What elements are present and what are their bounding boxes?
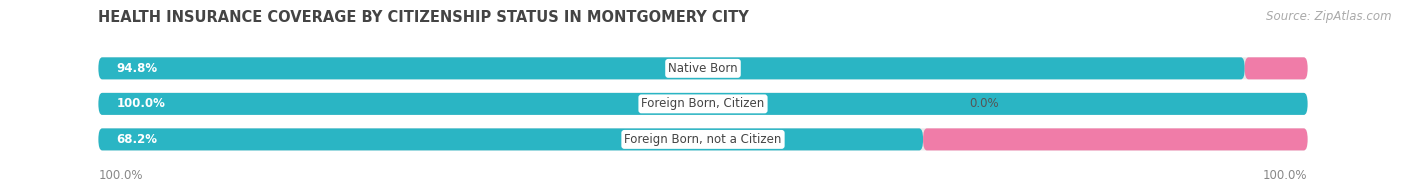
Text: 94.8%: 94.8%	[117, 62, 157, 75]
Text: 100.0%: 100.0%	[98, 169, 143, 181]
FancyBboxPatch shape	[98, 93, 1308, 115]
Text: Native Born: Native Born	[668, 62, 738, 75]
FancyBboxPatch shape	[98, 128, 1308, 150]
Text: Foreign Born, Citizen: Foreign Born, Citizen	[641, 97, 765, 110]
FancyBboxPatch shape	[98, 57, 1244, 79]
Text: 100.0%: 100.0%	[1263, 169, 1308, 181]
Text: 68.2%: 68.2%	[117, 133, 157, 146]
Text: 0.0%: 0.0%	[969, 97, 998, 110]
FancyBboxPatch shape	[98, 93, 1308, 115]
Text: HEALTH INSURANCE COVERAGE BY CITIZENSHIP STATUS IN MONTGOMERY CITY: HEALTH INSURANCE COVERAGE BY CITIZENSHIP…	[98, 10, 749, 25]
Text: Source: ZipAtlas.com: Source: ZipAtlas.com	[1267, 10, 1392, 23]
FancyBboxPatch shape	[98, 128, 924, 150]
FancyBboxPatch shape	[924, 128, 1308, 150]
FancyBboxPatch shape	[1244, 57, 1308, 79]
Text: 100.0%: 100.0%	[117, 97, 166, 110]
Text: Foreign Born, not a Citizen: Foreign Born, not a Citizen	[624, 133, 782, 146]
Legend: With Coverage, Without Coverage: With Coverage, Without Coverage	[572, 194, 834, 196]
FancyBboxPatch shape	[98, 57, 1308, 79]
